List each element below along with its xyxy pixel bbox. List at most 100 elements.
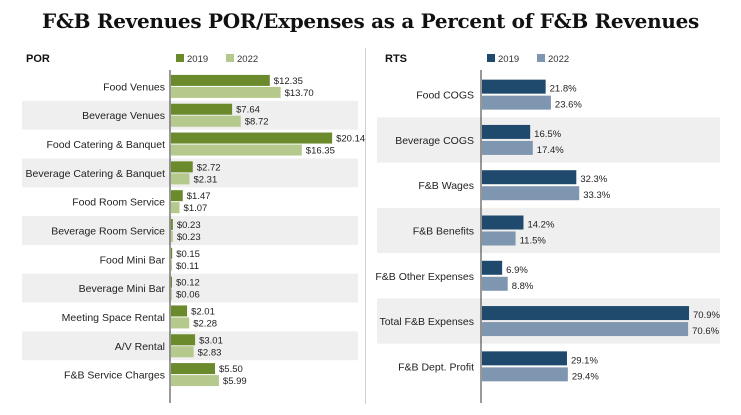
por-category-label: F&B Service Charges xyxy=(64,370,165,382)
por-bar-2022 xyxy=(171,173,190,185)
por-value-label-2022: $13.70 xyxy=(285,88,314,99)
por-value-label-2022: $2.28 xyxy=(193,318,217,329)
rts-legend-label-2022: 2022 xyxy=(548,54,569,65)
por-bar-2019 xyxy=(171,219,173,230)
por-value-label-2022: $8.72 xyxy=(245,117,269,128)
por-category-label: Food Venues xyxy=(103,81,165,93)
rts-value-label-2022: 29.4% xyxy=(572,371,599,382)
rts-bar-2019 xyxy=(482,260,503,275)
rts-value-label-2019: 70.9% xyxy=(693,310,720,321)
por-value-label-2019: $0.12 xyxy=(176,278,200,289)
rts-category-label: Total F&B Expenses xyxy=(379,316,474,328)
rts-bar-2022 xyxy=(482,367,568,382)
rts-category-label: Beverage COGS xyxy=(395,135,474,147)
por-bar-2019 xyxy=(171,276,172,288)
rts-value-label-2022: 23.6% xyxy=(555,100,582,111)
rts-category-label: F&B Benefits xyxy=(413,226,474,238)
rts-value-label-2019: 6.9% xyxy=(506,265,528,276)
por-value-label-2019: $12.35 xyxy=(274,76,303,87)
rts-bar-2019 xyxy=(482,306,690,321)
rts-bar-2019 xyxy=(482,351,567,366)
por-bar-2022 xyxy=(171,231,173,242)
por-bar-2019 xyxy=(171,363,215,375)
rts-value-label-2022: 11.5% xyxy=(520,236,547,247)
por-value-label-2019: $2.01 xyxy=(191,306,215,317)
rts-bar-2019 xyxy=(482,124,531,139)
por-category-label: Food Catering & Banquet xyxy=(47,139,166,151)
rts-value-label-2019: 14.2% xyxy=(527,220,554,231)
rts-bar-2019 xyxy=(482,170,577,185)
rts-bar-2022 xyxy=(482,276,508,291)
por-value-label-2019: $2.72 xyxy=(197,162,221,173)
rts-row-band xyxy=(377,207,720,254)
por-bar-2019 xyxy=(171,247,173,259)
por-value-label-2019: $5.50 xyxy=(219,364,243,375)
por-bar-2022 xyxy=(171,288,172,300)
por-bar-2022 xyxy=(171,317,190,329)
por-bar-2019 xyxy=(171,305,188,317)
rts-row-band xyxy=(377,298,720,344)
rts-value-label-2022: 17.4% xyxy=(537,145,564,156)
rts-value-label-2022: 8.8% xyxy=(512,281,534,292)
rts-value-label-2019: 16.5% xyxy=(534,129,561,140)
por-category-label: Beverage Room Service xyxy=(51,226,165,238)
por-category-label: Meeting Space Rental xyxy=(62,312,165,324)
rts-bar-2022 xyxy=(482,186,580,201)
por-value-label-2022: $2.83 xyxy=(198,347,222,358)
por-bar-2019 xyxy=(171,132,333,144)
por-value-label-2019: $0.23 xyxy=(177,220,201,231)
rts-bar-2019 xyxy=(482,215,524,230)
por-value-label-2019: $7.64 xyxy=(236,105,260,116)
por-value-label-2022: $0.06 xyxy=(176,290,200,301)
rts-value-label-2022: 33.3% xyxy=(583,190,610,201)
por-legend-label-2022: 2022 xyxy=(237,54,258,65)
por-bar-2022 xyxy=(171,375,219,387)
por-bar-2022 xyxy=(171,259,172,271)
por-legend-swatch-2019 xyxy=(176,54,184,62)
por-bar-2019 xyxy=(171,161,193,173)
por-bar-2022 xyxy=(171,115,241,127)
por-category-label: Food Room Service xyxy=(72,197,165,209)
por-value-label-2022: $16.35 xyxy=(306,146,335,157)
rts-bar-2022 xyxy=(482,95,551,110)
por-value-label-2022: $5.99 xyxy=(223,376,247,387)
rts-value-label-2019: 29.1% xyxy=(571,355,598,366)
por-category-label: Food Mini Bar xyxy=(100,254,166,266)
rts-value-label-2019: 32.3% xyxy=(580,174,607,185)
rts-value-label-2022: 70.6% xyxy=(692,326,719,337)
rts-legend-swatch-2022 xyxy=(537,54,545,62)
rts-row-band xyxy=(377,117,720,163)
por-value-label-2022: $2.31 xyxy=(193,174,217,185)
rts-legend-swatch-2019 xyxy=(487,54,495,62)
por-bar-2022 xyxy=(171,202,180,214)
rts-bar-2019 xyxy=(482,79,546,94)
por-value-label-2022: $1.07 xyxy=(184,203,208,214)
por-bar-2022 xyxy=(171,346,194,358)
por-value-label-2019: $1.47 xyxy=(187,191,211,202)
por-category-label: A/V Rental xyxy=(115,341,165,353)
por-value-label-2019: $3.01 xyxy=(199,335,223,346)
por-panel-title: POR xyxy=(26,53,50,65)
rts-category-label: F&B Dept. Profit xyxy=(398,361,474,373)
por-bar-2022 xyxy=(171,86,281,98)
rts-bar-2022 xyxy=(482,140,533,155)
por-value-label-2022: $0.23 xyxy=(177,232,201,243)
rts-category-label: F&B Other Expenses xyxy=(375,271,474,283)
rts-category-label: Food COGS xyxy=(416,90,474,102)
por-row-band xyxy=(22,216,358,245)
por-bar-2022 xyxy=(171,144,302,156)
rts-category-label: F&B Wages xyxy=(418,180,474,192)
por-legend-swatch-2022 xyxy=(226,54,234,62)
por-bar-2019 xyxy=(171,74,270,86)
rts-legend-label-2019: 2019 xyxy=(498,54,519,65)
por-bar-2019 xyxy=(171,334,196,346)
rts-value-label-2019: 21.8% xyxy=(550,84,577,95)
por-legend-label-2019: 2019 xyxy=(187,54,208,65)
por-bar-2019 xyxy=(171,103,233,115)
chart-title: F&B Revenues POR/Expenses as a Percent o… xyxy=(42,9,699,33)
rts-bar-2022 xyxy=(482,231,516,246)
por-value-label-2019: $20.14 xyxy=(336,134,365,145)
por-bar-2019 xyxy=(171,190,183,202)
rts-panel-title: RTS xyxy=(385,53,407,65)
